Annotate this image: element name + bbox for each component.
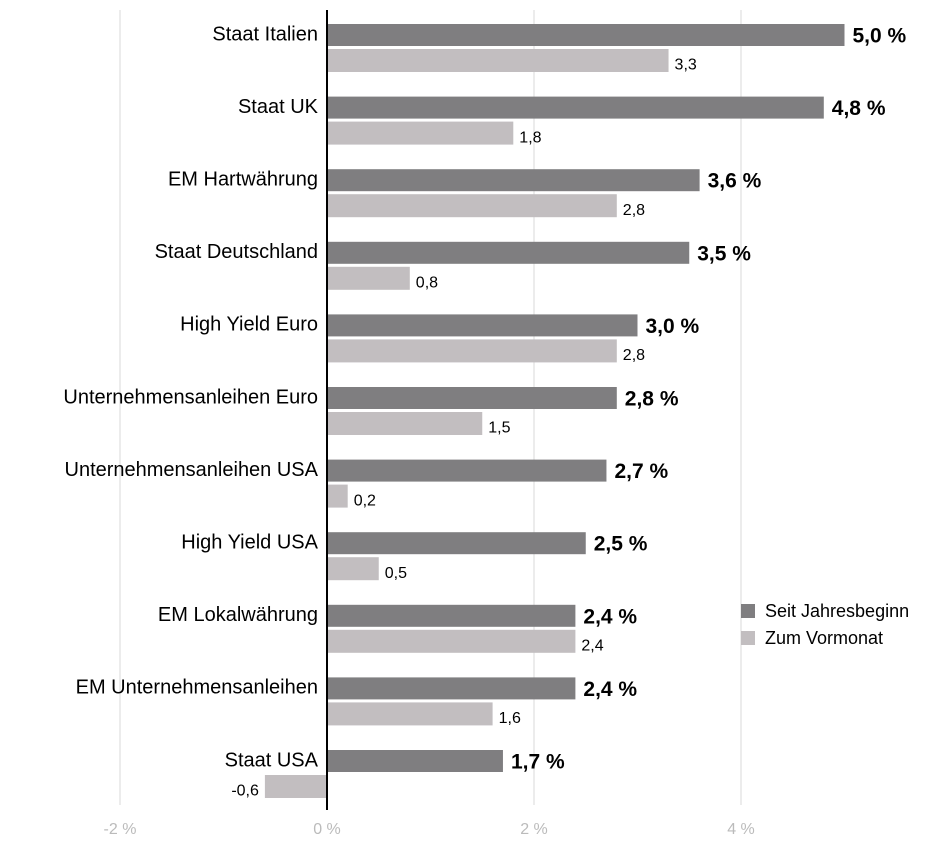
category-label: Staat Italien: [212, 23, 318, 45]
bar: [327, 339, 617, 363]
value-label: 4,8 %: [832, 97, 886, 120]
category-label: Unternehmensanleihen Euro: [63, 386, 318, 408]
value-label: 2,8: [623, 202, 645, 219]
category-label: Staat UK: [238, 96, 319, 118]
bar: [327, 241, 690, 264]
category-label: Staat Deutschland: [155, 241, 318, 263]
bar: [327, 96, 824, 119]
bar: [327, 702, 493, 726]
category-label: High Yield USA: [181, 531, 318, 553]
bar: [327, 604, 576, 627]
value-label: 3,6 %: [708, 170, 762, 193]
value-label: 2,4 %: [583, 605, 637, 628]
bar: [327, 387, 617, 409]
value-label: 2,7 %: [614, 460, 668, 483]
value-label: 1,6: [499, 710, 521, 727]
x-tick-label: -2 %: [104, 821, 137, 838]
value-label: 5,0 %: [853, 25, 907, 48]
category-label: Unternehmensanleihen USA: [65, 459, 319, 481]
bar: [327, 629, 576, 653]
bar: [327, 194, 617, 218]
bar: [327, 532, 586, 555]
bar: [327, 557, 379, 581]
category-label: EM Lokalwährung: [158, 604, 318, 626]
legend-label: Zum Vormonat: [765, 628, 883, 648]
bar: [327, 314, 638, 337]
legend-swatch: [741, 604, 755, 618]
value-label: 0,5: [385, 565, 407, 582]
bar: [264, 775, 327, 798]
bar: [327, 459, 607, 482]
category-label: EM Hartwährung: [168, 168, 318, 190]
value-label: 3,5 %: [697, 242, 751, 265]
bar: [327, 121, 514, 145]
value-label: 1,8: [519, 129, 541, 146]
value-label: 1,7 %: [511, 751, 565, 774]
bar: [327, 266, 410, 290]
value-label: 2,8 %: [625, 388, 679, 411]
value-label: 1,5: [488, 420, 510, 437]
value-label: 2,4 %: [583, 678, 637, 701]
value-label: 2,8: [623, 347, 645, 364]
value-label: 0,2: [354, 492, 376, 509]
value-label: 2,4: [581, 638, 603, 655]
value-label: 3,3: [675, 57, 697, 74]
category-label: Staat USA: [225, 749, 319, 771]
value-label: 2,5 %: [594, 533, 648, 556]
bar: [327, 484, 348, 508]
value-label: -0,6: [231, 783, 259, 800]
bar: [327, 169, 700, 192]
x-tick-label: 4 %: [727, 821, 755, 838]
x-tick-label: 0 %: [313, 821, 341, 838]
category-label: High Yield Euro: [180, 314, 318, 336]
x-tick-label: 2 %: [520, 821, 548, 838]
legend-label: Seit Jahresbeginn: [765, 601, 909, 621]
value-label: 0,8: [416, 275, 438, 292]
bar: [327, 677, 576, 700]
value-label: 3,0 %: [646, 315, 700, 338]
legend-swatch: [741, 631, 755, 645]
bar: [327, 49, 669, 72]
bar: [327, 412, 483, 435]
category-label: EM Unternehmensanleihen: [76, 677, 318, 699]
bar: [327, 750, 503, 772]
bar: [327, 24, 845, 46]
